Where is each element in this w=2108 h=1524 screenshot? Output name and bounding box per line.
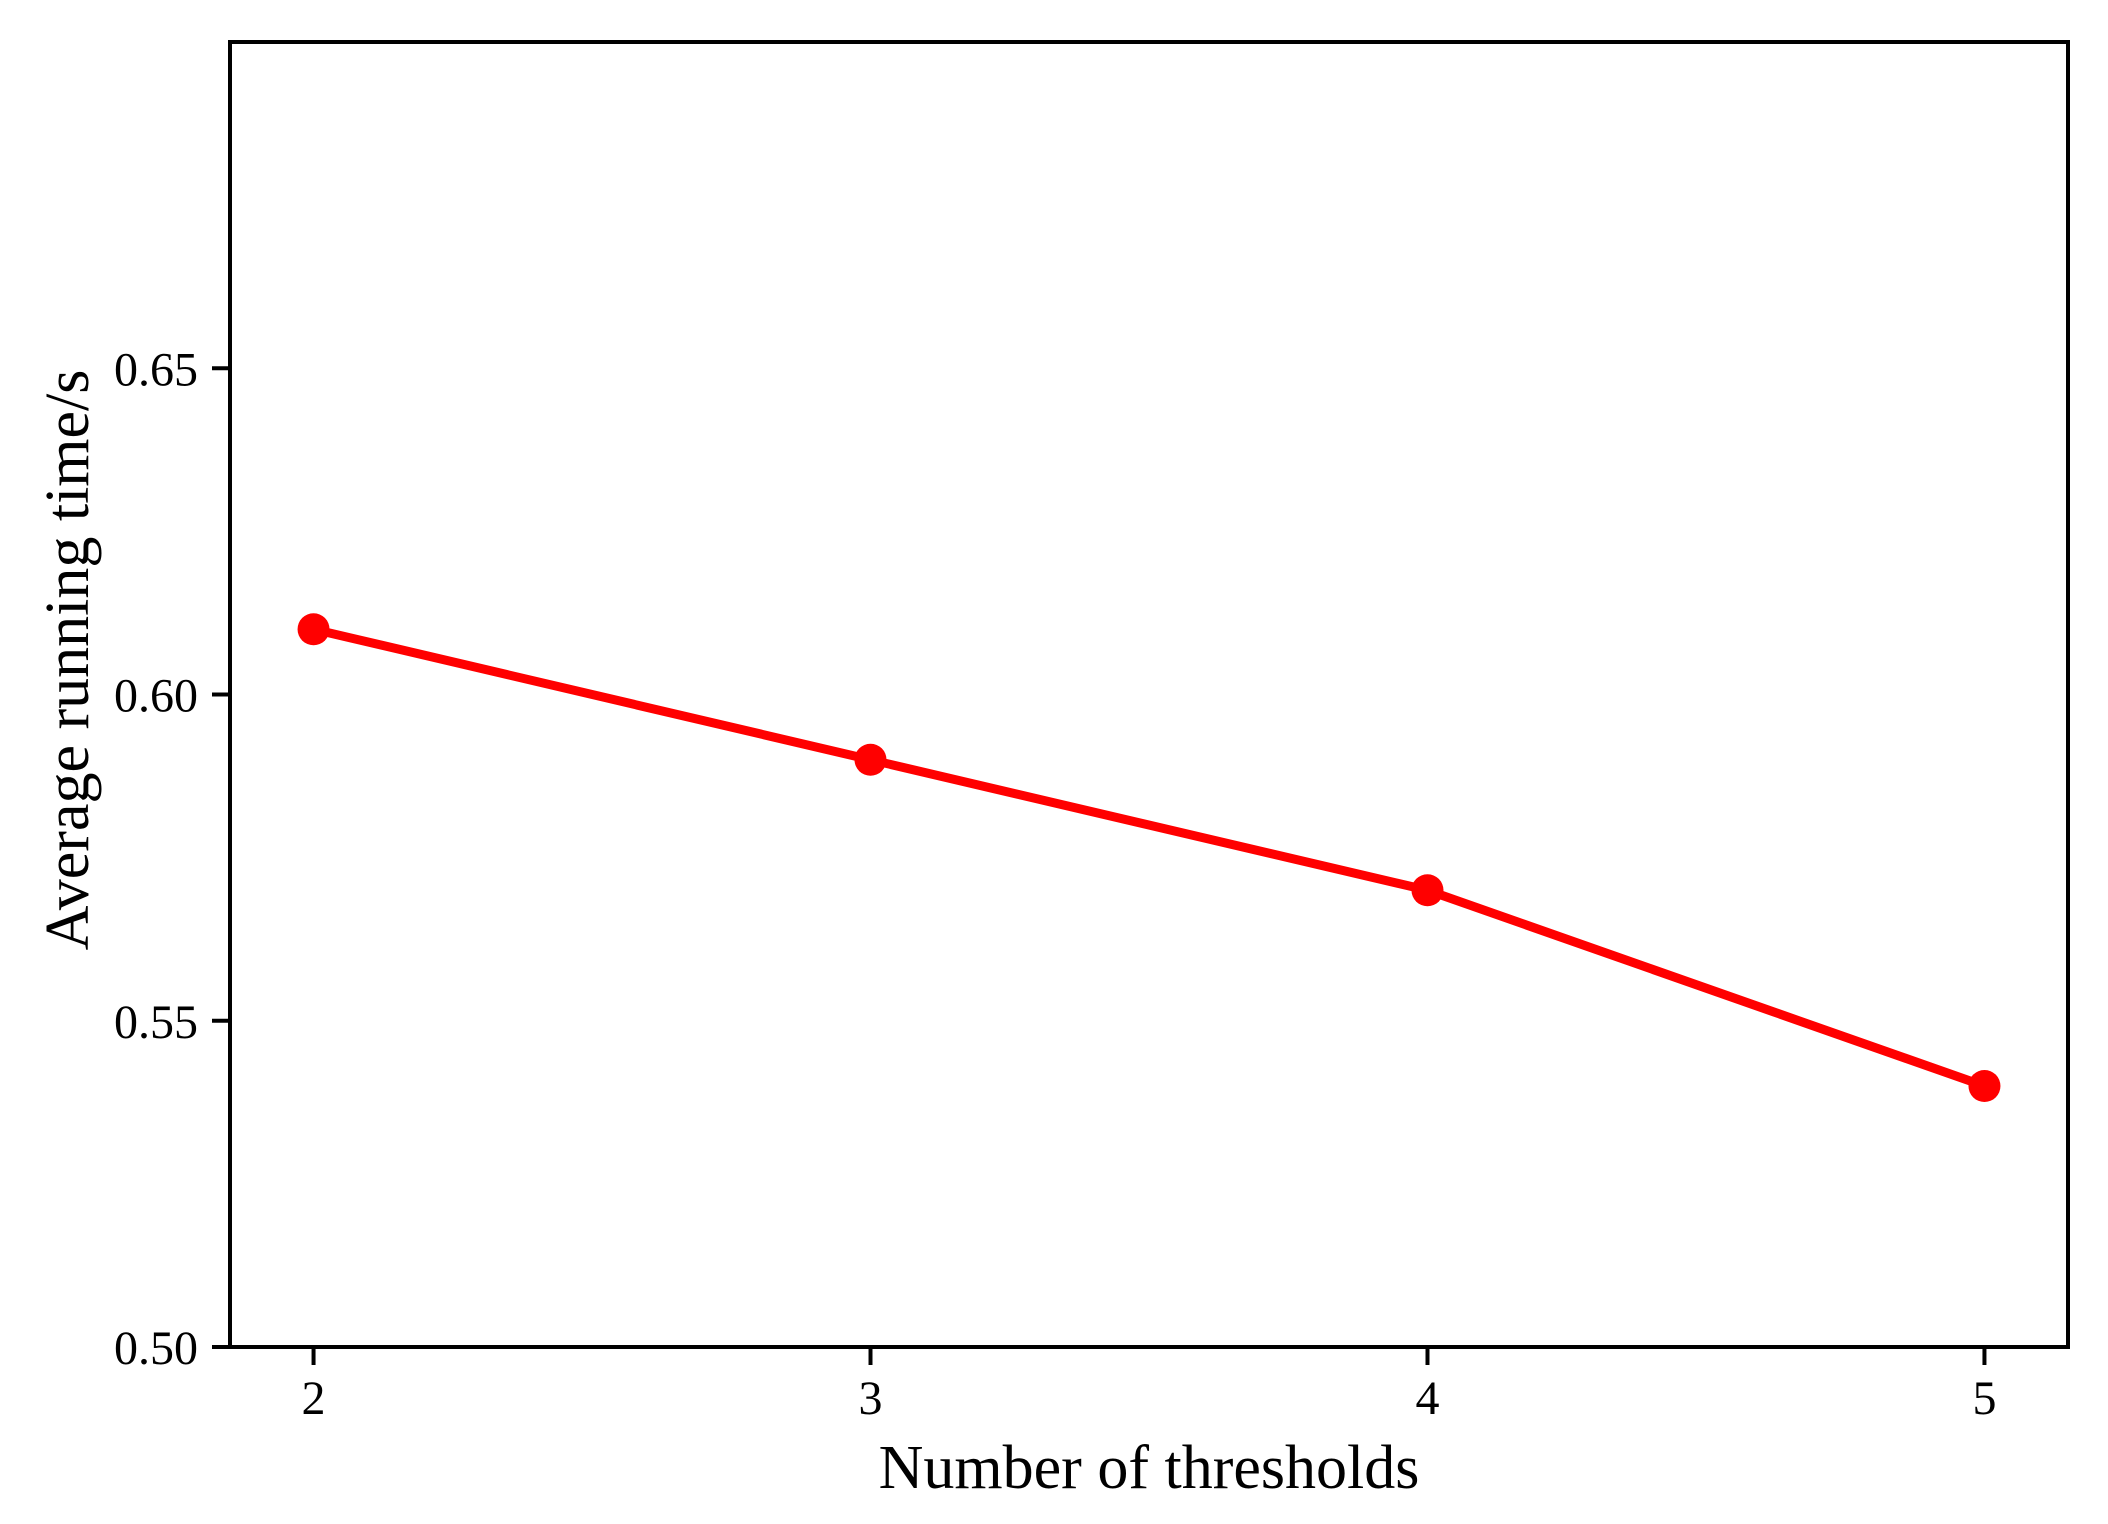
y-tick-label: 0.55 — [114, 996, 198, 1049]
y-tick-label: 0.60 — [114, 670, 198, 723]
data-point-2 — [297, 613, 330, 646]
y-tick-label: 0.65 — [114, 343, 198, 396]
data-line — [309, 624, 1989, 1091]
x-tick-label: 4 — [1415, 1372, 1439, 1425]
x-tick-label: 2 — [302, 1372, 326, 1425]
x-tick-label: 5 — [1972, 1372, 1996, 1425]
x-axis-label: Number of thresholds — [879, 1434, 1420, 1502]
data-point-5 — [1968, 1070, 2001, 1102]
data-point-3 — [854, 743, 887, 776]
data-point-4 — [1411, 874, 1444, 907]
x-tick-label: 3 — [859, 1372, 883, 1425]
plot-area — [228, 40, 2070, 1349]
y-axis-label: Average running time/s — [34, 370, 102, 951]
y-tick-label: 0.50 — [114, 1322, 198, 1375]
